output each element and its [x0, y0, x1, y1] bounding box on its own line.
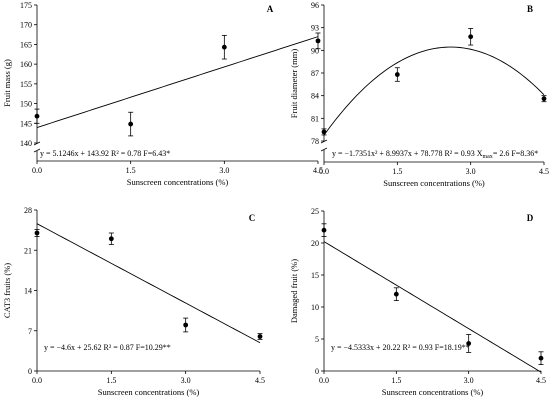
panel-c: 0 7 14 21 28 0.0 1.5 3.0 4.5 Sunscreen concentrat…: [2, 206, 265, 397]
panel-b: 78 81 84 87 90 93 96 0.0 1.5 3.0 4.5 Sunscreen conc…: [289, 1, 549, 188]
y-tick-label: 78: [311, 137, 319, 146]
fit-line: [323, 46, 545, 136]
y-tick-label: 20: [311, 239, 319, 248]
data-point: [394, 72, 400, 77]
y-axis-title: Fruit mass (g): [2, 59, 12, 107]
y-tick-label: 145: [20, 119, 32, 128]
panel-a: 140 145 150 155 160 165 170 175 0.0 1.5 3.0 4.5 Suns…: [2, 1, 323, 187]
x-tick-label: 3.0: [464, 376, 474, 385]
y-tick-label: 0: [315, 367, 319, 376]
data-point: [393, 291, 399, 297]
equation-main: y = −4.6x + 25.62 R² = 0.87 F=10.29**: [44, 343, 171, 352]
y-tick-label: 175: [20, 1, 32, 10]
y-tick-label: 0: [28, 367, 32, 376]
data-point: [315, 38, 321, 44]
y-tick-label: 81: [311, 114, 319, 123]
y-tick-label: 10: [311, 303, 319, 312]
equation-main: y = −1.7351x² + 8.9937x + 78.778 R² = 0.…: [332, 149, 483, 158]
x-tick-label: 0.0: [319, 376, 329, 385]
y-tick-label: 150: [20, 100, 32, 109]
x-tick-label: 0.0: [32, 166, 42, 175]
axis-break-mark: [33, 141, 41, 153]
data-point: [541, 96, 547, 102]
y-tick-label: 15: [311, 271, 319, 280]
x-tick-label: 3.0: [181, 376, 191, 385]
equation-main: y = −4.5333x + 20.22 R² = 0.93 F=18.19**: [331, 343, 470, 352]
panel-letter: C: [249, 213, 256, 223]
x-axis-title: Sunscreen concentrations (%): [98, 387, 200, 397]
y-axis-title: CAT3 fruits (%): [2, 263, 12, 318]
y-tick-label: 14: [24, 287, 32, 296]
y-tick-label: 21: [24, 246, 32, 255]
y-tick-label: 90: [311, 46, 319, 55]
y-axis-title: Fruit diameter (mm): [289, 49, 299, 119]
y-tick-label: 87: [311, 69, 319, 78]
data-point: [34, 113, 40, 119]
data-point: [128, 121, 134, 127]
x-axis-title: Sunscreen concentrations (%): [382, 387, 484, 397]
data-point: [183, 322, 189, 328]
x-tick-label: 1.5: [391, 376, 401, 385]
regression-equation: y = 5.1246x + 143.92 R² = 0.78 F=6.43*: [40, 149, 170, 158]
data-point: [466, 341, 472, 346]
equation-subscript: max: [482, 154, 492, 160]
data-point: [321, 227, 327, 233]
x-tick-label: 4.5: [539, 167, 549, 176]
x-tick-label: 1.5: [392, 167, 402, 176]
data-point: [108, 236, 114, 242]
equation-tail: = 2.6 F=8.36*: [493, 149, 538, 158]
y-tick-label: 140: [20, 139, 32, 148]
panel-d: 0 5 10 15 20 25 0.0 1.5 3.0 4.5 Sunscreen concentr…: [289, 207, 546, 397]
x-tick-label: 4.5: [255, 376, 265, 385]
y-tick-label: 155: [20, 80, 32, 89]
y-tick-label: 93: [311, 24, 319, 33]
regression-equation: y = −1.7351x² + 8.9937x + 78.778 R² = 0.…: [332, 149, 538, 160]
axis-break-mark: [320, 139, 328, 152]
y-tick-label: 28: [24, 206, 32, 215]
regression-equation: y = −4.5333x + 20.22 R² = 0.93 F=18.19**: [331, 343, 470, 352]
y-tick-label: 165: [20, 40, 32, 49]
fit-line: [323, 241, 542, 373]
data-point: [468, 34, 474, 40]
x-tick-label: 3.0: [219, 166, 229, 175]
x-tick-label: 4.5: [536, 376, 546, 385]
x-tick-label: 1.5: [126, 166, 136, 175]
x-tick-label: 4.5: [313, 166, 323, 175]
y-tick-label: 84: [311, 92, 319, 101]
x-axis-title: Sunscreen concentrations (%): [127, 177, 229, 187]
y-tick-label: 5: [315, 335, 319, 344]
data-point: [221, 44, 227, 50]
equation-main: y = 5.1246x + 143.92 R² = 0.78 F=6.43*: [40, 149, 170, 158]
fit-line: [36, 223, 261, 344]
y-tick-label: 7: [28, 327, 32, 336]
x-tick-label: 0.0: [319, 167, 329, 176]
y-tick-label: 170: [20, 21, 32, 30]
y-tick-label: 160: [20, 60, 32, 69]
data-point: [538, 355, 544, 361]
x-axis-title: Sunscreen concentrations (%): [383, 178, 485, 188]
fit-line: [36, 36, 319, 128]
x-tick-label: 0.0: [32, 376, 42, 385]
panel-letter: A: [267, 4, 274, 14]
data-point: [257, 334, 263, 339]
panel-letter: B: [527, 4, 533, 14]
x-tick-label: 3.0: [466, 167, 476, 176]
y-tick-label: 25: [311, 207, 319, 216]
regression-equation: y = −4.6x + 25.62 R² = 0.87 F=10.29**: [44, 343, 171, 352]
x-tick-label: 1.5: [106, 376, 116, 385]
data-point: [34, 230, 40, 236]
y-axis-title: Damaged fruit (%): [289, 259, 299, 323]
panel-letter: D: [527, 213, 534, 223]
data-point: [321, 129, 327, 135]
y-tick-label: 96: [311, 1, 319, 10]
